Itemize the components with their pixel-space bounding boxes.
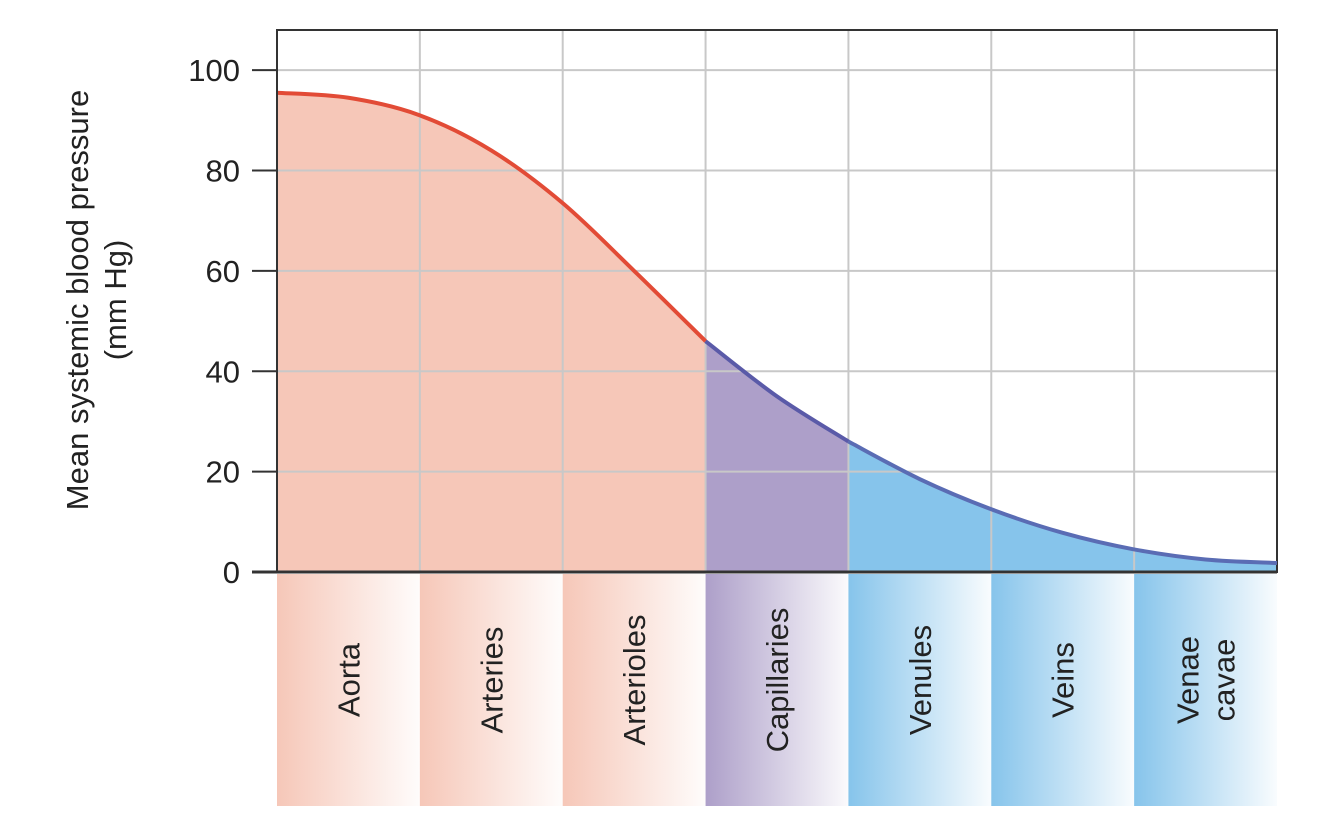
y-axis-title-line: (mm Hg) xyxy=(98,240,133,361)
category-band xyxy=(419,574,563,806)
y-tick-label: 80 xyxy=(206,154,240,189)
category-band xyxy=(848,574,992,806)
category-label-line: Veins xyxy=(1046,642,1081,718)
category-band xyxy=(562,574,706,806)
y-axis-title-line: Mean systemic blood pressure xyxy=(60,90,95,510)
category-label-line: Capillaries xyxy=(760,608,795,753)
y-tick-label: 20 xyxy=(206,455,240,490)
pressure-line xyxy=(276,90,1278,565)
capillary-area xyxy=(705,341,849,572)
category-label: Arterioles xyxy=(617,615,652,746)
category-bands xyxy=(277,574,1277,806)
y-tick-label: 0 xyxy=(223,555,240,590)
venous-area xyxy=(848,441,1277,572)
category-label-line: Arteries xyxy=(474,627,509,734)
category-label: Capillaries xyxy=(760,608,795,753)
category-band xyxy=(705,574,849,806)
category-label: Arteries xyxy=(474,627,509,734)
labels: 0 20 40 60 80 100 Mean systemic blood pressure… xyxy=(60,53,1242,752)
capillary-pressure-line xyxy=(704,339,850,444)
category-label: Aorta xyxy=(331,642,366,717)
y-axis-title: Mean systemic blood pressure(mm Hg) xyxy=(60,90,133,510)
venous-pressure-line xyxy=(847,439,1278,565)
category-label: Veins xyxy=(1046,642,1081,718)
y-tick-label: 100 xyxy=(188,53,240,88)
category-label-line: Venae xyxy=(1171,636,1206,724)
y-tick-label: 40 xyxy=(206,354,240,389)
category-band xyxy=(991,574,1135,806)
pressure-area xyxy=(277,92,1277,573)
grid xyxy=(276,29,1278,573)
category-label-line: Arterioles xyxy=(617,615,652,746)
axes xyxy=(252,30,1277,574)
arterial-pressure-line xyxy=(276,90,707,343)
category-band xyxy=(277,574,420,806)
category-band xyxy=(1134,574,1277,806)
category-label: Venules xyxy=(903,625,938,735)
category-label-line: Aorta xyxy=(331,642,366,717)
category-label-line: Venules xyxy=(903,625,938,735)
category-label: Venaecavae xyxy=(1171,636,1242,724)
y-tick-label: 60 xyxy=(206,254,240,289)
arterial-area xyxy=(277,92,706,573)
category-label-line: cavae xyxy=(1207,639,1242,722)
